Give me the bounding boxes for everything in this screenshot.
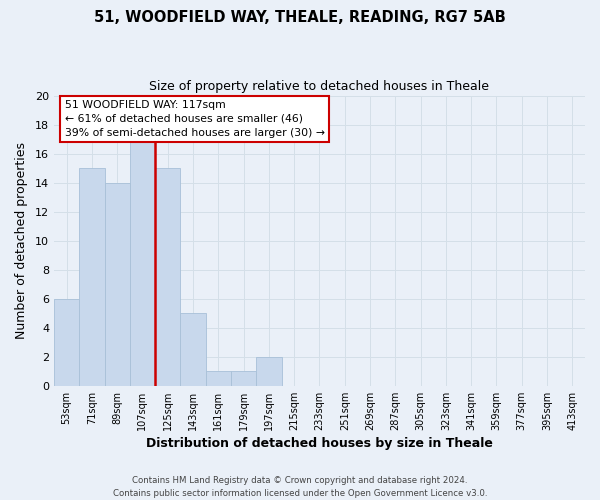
Bar [181, 314, 206, 386]
Bar [79, 168, 104, 386]
Text: 51 WOODFIELD WAY: 117sqm
← 61% of detached houses are smaller (46)
39% of semi-d: 51 WOODFIELD WAY: 117sqm ← 61% of detach… [65, 100, 325, 138]
Bar [256, 357, 281, 386]
Text: Contains HM Land Registry data © Crown copyright and database right 2024.
Contai: Contains HM Land Registry data © Crown c… [113, 476, 487, 498]
Bar [104, 182, 130, 386]
Bar [155, 168, 181, 386]
X-axis label: Distribution of detached houses by size in Theale: Distribution of detached houses by size … [146, 437, 493, 450]
Title: Size of property relative to detached houses in Theale: Size of property relative to detached ho… [149, 80, 490, 93]
Bar [206, 372, 231, 386]
Bar [130, 139, 155, 386]
Text: 51, WOODFIELD WAY, THEALE, READING, RG7 5AB: 51, WOODFIELD WAY, THEALE, READING, RG7 … [94, 10, 506, 25]
Bar [231, 372, 256, 386]
Bar [54, 298, 79, 386]
Y-axis label: Number of detached properties: Number of detached properties [15, 142, 28, 339]
